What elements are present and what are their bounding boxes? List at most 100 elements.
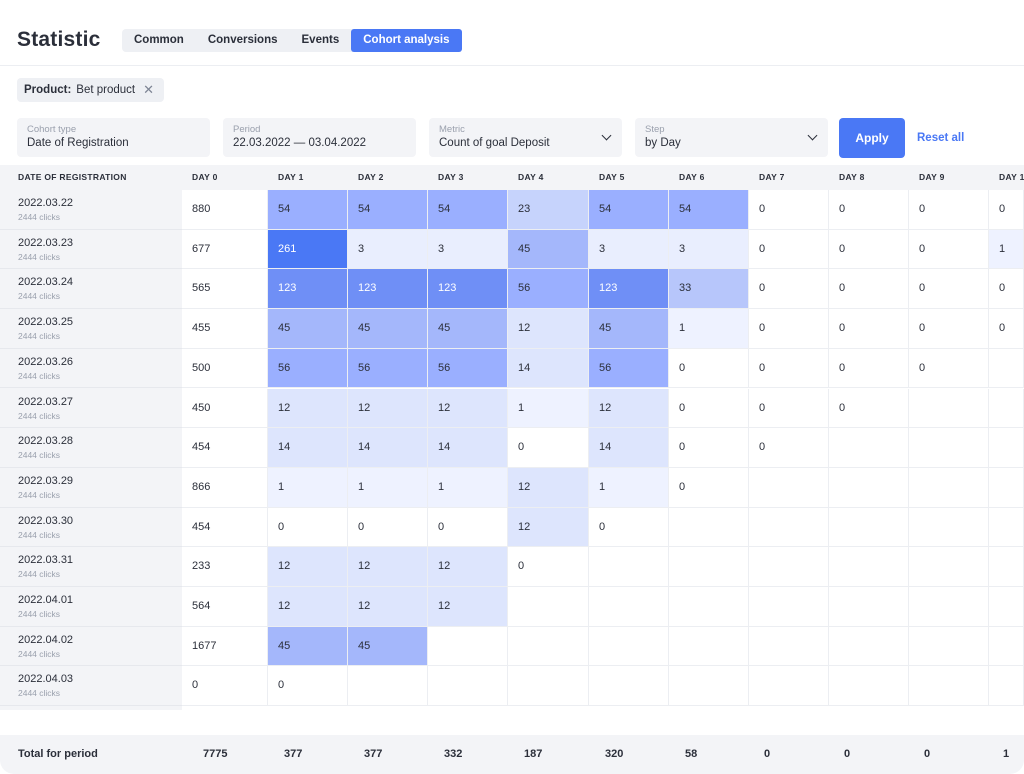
cohort-value-cell: 12 (428, 547, 508, 587)
footer-total: 377 (284, 748, 303, 760)
table-footer: Total for period 7775 377 377 332 187 320 58 0 0… (0, 735, 1024, 774)
cohort-value-cell: 1 (508, 388, 589, 429)
empty-cell (669, 626, 749, 667)
cohort-value-cell: 0 (669, 388, 749, 429)
field-value: Count of goal Deposit (439, 137, 550, 149)
day-0-cell: 677 (182, 229, 268, 270)
empty-cell (829, 547, 909, 587)
day-0-cell: 1677 (182, 626, 268, 667)
day-0-cell: 454 (182, 507, 268, 548)
tab-events[interactable]: Events (301, 34, 340, 46)
cohort-value-cell: 0 (829, 309, 909, 349)
cohort-value-cell: 0 (268, 507, 348, 548)
empty-cell (989, 388, 1024, 429)
day-0-cell: 565 (182, 269, 268, 310)
empty-cell (508, 666, 589, 707)
page-header: Statistic Common Conversions Events Coho… (0, 0, 1024, 66)
empty-cell (589, 587, 669, 627)
empty-cell (989, 428, 1024, 468)
cohort-value-cell: 33 (669, 269, 749, 310)
clicks-count: 2444 clicks (18, 212, 61, 222)
header-day-2: DAY 1 (278, 172, 304, 182)
registration-date: 2022.03.26 (18, 355, 74, 368)
cohort-value-cell: 0 (909, 229, 989, 270)
empty-cell (749, 467, 829, 508)
header-day-11: DAY 1 (999, 172, 1024, 182)
footer-total: 58 (685, 748, 698, 760)
metric-select[interactable]: Metric Count of goal Deposit (429, 118, 622, 157)
cohort-value-cell: 56 (348, 348, 428, 389)
field-value: 22.03.2022 — 03.04.2022 (233, 137, 367, 149)
day-0-cell: 450 (182, 388, 268, 429)
cohort-value-cell: 0 (749, 428, 829, 468)
clicks-count: 2444 clicks (18, 648, 61, 659)
cohort-value-cell: 12 (348, 388, 428, 429)
cohort-value-cell: 12 (268, 587, 348, 627)
registration-date: 2022.03.30 (18, 514, 74, 527)
table-row: 2022.03.29 2444 clicks 866 1 1 1 12 1 0 (0, 467, 1024, 508)
step-select[interactable]: Step by Day (635, 118, 828, 157)
date-cell: 2022.03.28 2444 clicks (0, 428, 182, 468)
footer-total: 320 (605, 748, 624, 760)
clicks-count: 2444 clicks (18, 331, 61, 342)
cohort-value-cell: 0 (508, 547, 589, 587)
date-cell: 2022.03.30 2444 clicks (0, 508, 182, 548)
cohort-value-cell: 12 (508, 507, 589, 548)
table-row: 2022.03.24 2444 clicks 565 123 123 123 56 123 33… (0, 269, 1024, 310)
empty-cell (989, 666, 1024, 707)
footer-total: 0 (924, 748, 931, 760)
empty-cell (909, 587, 989, 627)
table-row: 2022.03.23 2444 clicks 677 261 3 3 45 3 3 0 0 0 1 (0, 229, 1024, 270)
cohort-value-cell: 3 (428, 229, 508, 270)
cohort-value-cell: 14 (508, 348, 589, 389)
cohort-value-cell: 1 (348, 467, 428, 508)
apply-button[interactable]: Apply (839, 118, 905, 158)
cohort-value-cell: 12 (589, 388, 669, 429)
header-day-3: DAY 2 (358, 172, 384, 182)
cohort-type-field[interactable]: Cohort type Date of Registration (17, 118, 210, 157)
period-field[interactable]: Period 22.03.2022 — 03.04.2022 (223, 118, 416, 157)
day-0-cell: 880 (182, 190, 268, 230)
registration-date: 2022.04.02 (18, 633, 74, 646)
cohort-value-cell: 3 (669, 229, 749, 270)
cohort-value-cell: 12 (428, 388, 508, 429)
empty-cell (909, 467, 989, 508)
cohort-value-cell: 123 (348, 269, 428, 310)
clicks-count: 2444 clicks (18, 569, 61, 580)
day-0-cell: 564 (182, 587, 268, 627)
table-row: 2022.03.22 2444 clicks 880 54 54 54 23 54 54 0 0 0 0 (0, 190, 1024, 230)
cohort-value-cell: 12 (268, 388, 348, 429)
day-0-cell: 455 (182, 309, 268, 349)
header-day-8: DAY 7 (759, 172, 785, 182)
close-icon[interactable]: ✕ (143, 82, 155, 97)
reset-all-link[interactable]: Reset all (917, 132, 965, 144)
registration-date: 2022.03.27 (18, 395, 74, 408)
cohort-value-cell: 0 (749, 269, 829, 310)
empty-cell (749, 666, 829, 707)
empty-cell (909, 388, 989, 429)
cohort-value-cell: 0 (829, 388, 909, 429)
cohort-value-cell: 0 (829, 190, 909, 230)
date-cell: 2022.03.29 2444 clicks (0, 468, 182, 508)
empty-cell (829, 626, 909, 667)
footer-total: 0 (844, 748, 851, 760)
cohort-value-cell: 14 (348, 428, 428, 468)
tab-cohort-analysis[interactable]: Cohort analysis (351, 29, 462, 52)
cohort-value-cell: 0 (909, 269, 989, 310)
clicks-count: 2444 clicks (18, 688, 61, 699)
tab-conversions[interactable]: Conversions (207, 34, 278, 46)
tab-common[interactable]: Common (134, 34, 184, 46)
empty-cell (669, 507, 749, 548)
registration-date: 2022.03.24 (18, 276, 74, 289)
footer-total: 377 (364, 748, 383, 760)
cohort-value-cell: 0 (268, 666, 348, 707)
cohort-value-cell: 1 (268, 467, 348, 508)
empty-cell (669, 547, 749, 587)
date-cell: 2022.03.26 2444 clicks (0, 349, 182, 389)
clicks-count: 2444 clicks (18, 489, 61, 500)
empty-cell (909, 507, 989, 548)
cohort-value-cell: 261 (268, 229, 348, 270)
footer-total: 332 (444, 748, 463, 760)
date-cell: 2022.03.27 2444 clicks (0, 389, 182, 429)
cohort-value-cell: 45 (428, 309, 508, 349)
